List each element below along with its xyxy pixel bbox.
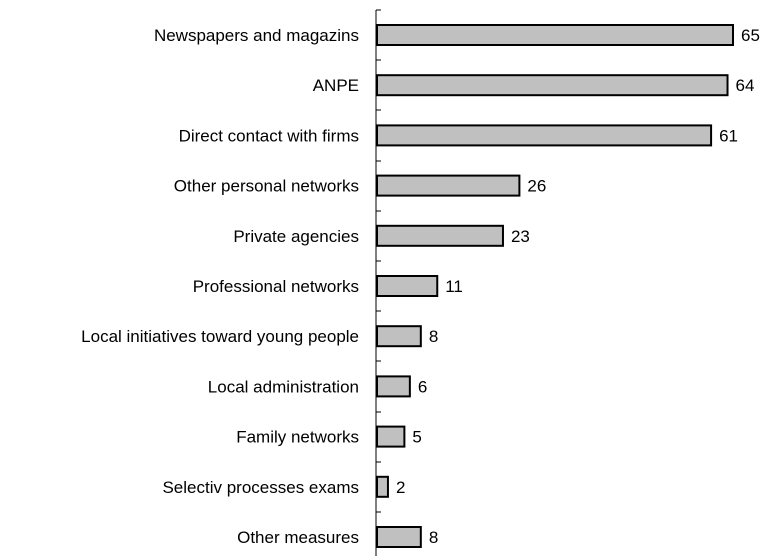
value-label: 5	[412, 428, 421, 447]
value-label: 6	[418, 377, 427, 396]
value-label: 61	[719, 126, 738, 145]
bar-10	[376, 526, 422, 548]
category-label: Newspapers and magazins	[154, 26, 359, 45]
category-label: Other personal networks	[174, 177, 359, 196]
value-label: 8	[429, 528, 438, 547]
category-label: Family networks	[236, 428, 359, 447]
category-label: Local initiatives toward young people	[81, 327, 359, 346]
value-label: 64	[736, 76, 755, 95]
category-label: Direct contact with firms	[179, 126, 359, 145]
value-label: 11	[445, 277, 463, 296]
category-label: Private agencies	[233, 227, 359, 246]
category-label: Local administration	[208, 377, 359, 396]
bar-3	[376, 174, 521, 197]
bar-8	[376, 425, 406, 448]
category-label: ANPE	[313, 76, 359, 95]
value-label: 2	[396, 478, 405, 497]
bar-0	[376, 24, 734, 46]
value-label: 23	[511, 227, 530, 246]
bar-4	[376, 224, 504, 247]
bar-5	[376, 275, 439, 297]
value-label: 65	[741, 26, 760, 45]
category-labels: Newspapers and magazins ANPE Direct contac…	[81, 26, 359, 547]
bar-9	[376, 475, 389, 498]
value-label: 8	[429, 327, 438, 346]
bars	[376, 24, 734, 548]
bar-6	[376, 325, 422, 348]
category-label: Selectiv processes exams	[162, 478, 359, 497]
bar-1	[376, 74, 729, 97]
bar-2	[376, 124, 713, 147]
category-label: Other measures	[237, 528, 359, 547]
bar-7	[376, 375, 411, 398]
category-label: Professional networks	[193, 277, 359, 296]
value-label: 26	[527, 177, 546, 196]
